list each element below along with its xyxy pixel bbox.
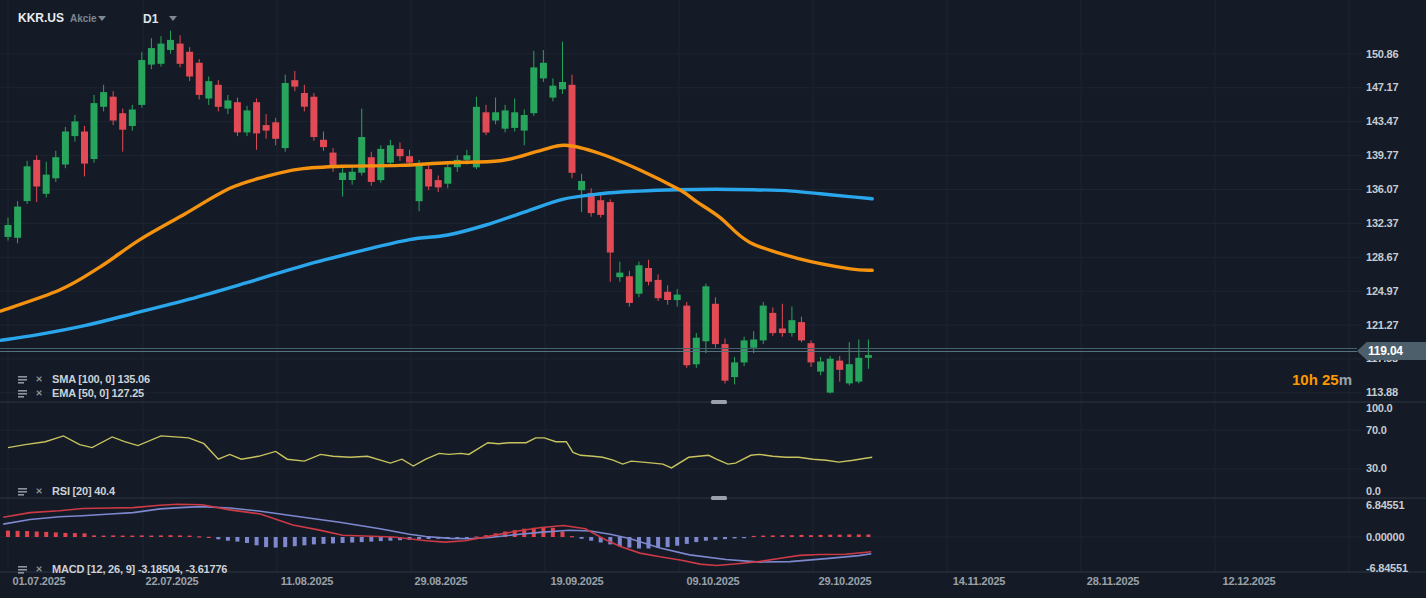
- macd-axis-label: 0.00000: [1366, 531, 1404, 543]
- rsi-axis-label: 0.0: [1366, 485, 1381, 497]
- time-axis-label: 09.10.2025: [686, 575, 739, 587]
- timeframe-dropdown-caret-icon[interactable]: [169, 16, 177, 21]
- price-axis-label: 150.86: [1366, 48, 1398, 60]
- time-axis-label: 28.11.2025: [1087, 575, 1139, 587]
- rsi-value: 40.4: [94, 485, 115, 497]
- time-axis-label: 12.12.2025: [1222, 575, 1275, 587]
- indicator-settings-icon[interactable]: [18, 384, 27, 402]
- time-axis-label: 22.07.2025: [145, 575, 198, 587]
- price-axis-label: 132.37: [1366, 217, 1398, 229]
- indicator-row-rsi: ✕ RSI [20] 40.4: [18, 481, 115, 494]
- symbol-dropdown-caret-icon[interactable]: [98, 16, 106, 21]
- indicator-row-ema: ✕ EMA [50, 0] 127.25: [18, 383, 144, 396]
- macd-label: MACD [12, 26, 9]: [52, 563, 135, 575]
- countdown-time: 10h 25: [1292, 371, 1339, 388]
- price-axis-label: 113.88: [1366, 386, 1398, 398]
- current-price-value: 119.04: [1368, 344, 1403, 358]
- trading-chart-window: KKR.US Akcie D1 ✕ SMA [100, 0] 135.06 ✕ …: [0, 0, 1426, 598]
- chart-header: KKR.US Akcie D1: [0, 0, 1426, 30]
- time-axis-label: 14.11.2025: [953, 575, 1005, 587]
- price-axis-label: 139.77: [1366, 149, 1398, 161]
- session-countdown: 10h 25m: [1292, 371, 1352, 388]
- macd-value: -3.18504, -3.61776: [138, 563, 227, 575]
- price-axis-label: 121.27: [1366, 319, 1398, 331]
- symbol-name[interactable]: KKR.US: [18, 11, 64, 25]
- time-axis-label: 11.08.2025: [281, 575, 333, 587]
- price-axis-label: 136.07: [1366, 183, 1398, 195]
- timeframe-selector[interactable]: D1: [143, 12, 158, 26]
- price-axis-label: 147.17: [1366, 81, 1398, 93]
- ema-label: EMA [50, 0]: [52, 387, 109, 399]
- indicator-remove-icon[interactable]: ✕: [35, 486, 42, 496]
- price-axis-label: 124.97: [1366, 285, 1398, 297]
- rsi-label: RSI [20]: [52, 485, 91, 497]
- time-axis-label: 29.08.2025: [414, 575, 467, 587]
- indicator-remove-icon[interactable]: ✕: [35, 388, 42, 398]
- indicator-settings-icon[interactable]: [18, 482, 27, 500]
- indicator-remove-icon[interactable]: ✕: [35, 564, 42, 574]
- time-axis-label: 19.09.2025: [550, 575, 603, 587]
- price-axis-label: 143.47: [1366, 115, 1398, 127]
- rsi-axis-label: 70.0: [1366, 424, 1387, 436]
- macd-axis-label: -6.84551: [1366, 562, 1408, 574]
- rsi-axis-label: 100.0: [1366, 402, 1393, 414]
- price-axis-label: 128.67: [1366, 251, 1398, 263]
- countdown-unit: m: [1339, 371, 1352, 388]
- macd-axis-label: 6.84551: [1366, 499, 1404, 511]
- chart-canvas[interactable]: [0, 0, 1426, 598]
- time-axis-label: 29.10.2025: [818, 575, 871, 587]
- indicator-row-sma: ✕ SMA [100, 0] 135.06: [18, 369, 150, 382]
- current-price-tag: 119.04: [1357, 342, 1426, 360]
- instrument-type-label: Akcie: [70, 13, 97, 24]
- time-axis-label: 01.07.2025: [12, 575, 65, 587]
- ema-value: 127.25: [112, 387, 144, 399]
- indicator-row-macd: ✕ MACD [12, 26, 9] -3.18504, -3.61776: [18, 559, 227, 572]
- rsi-axis-label: 30.0: [1366, 462, 1387, 474]
